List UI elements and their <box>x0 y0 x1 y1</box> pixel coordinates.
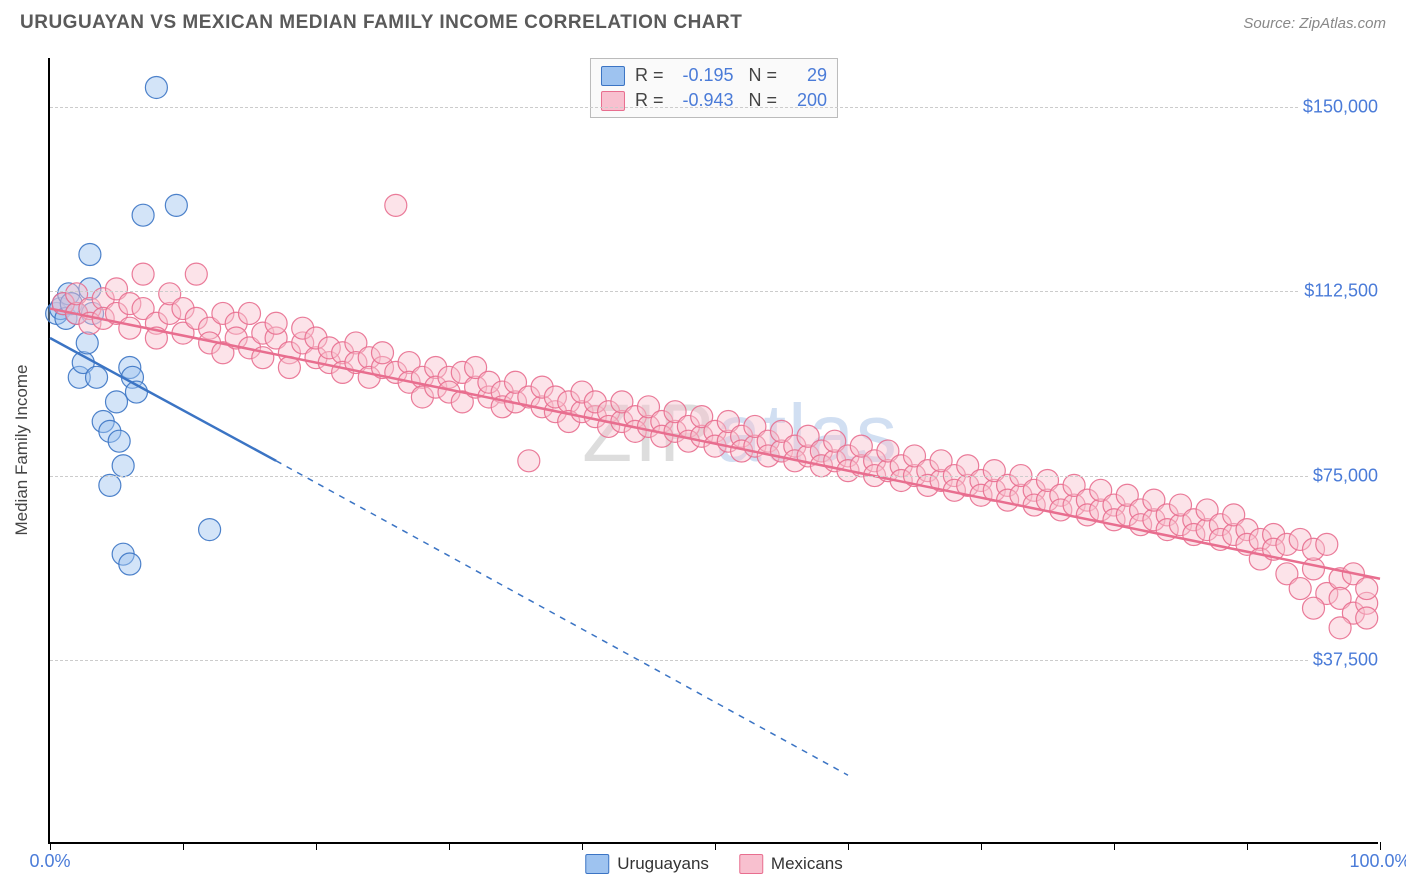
data-point <box>76 332 98 354</box>
x-tick <box>981 842 982 850</box>
legend-item-mexicans: Mexicans <box>739 854 843 874</box>
data-point <box>119 553 141 575</box>
legend-swatch-mexicans-icon <box>739 854 763 874</box>
chart-title: URUGUAYAN VS MEXICAN MEDIAN FAMILY INCOM… <box>20 12 742 34</box>
data-point <box>1303 558 1325 580</box>
y-tick-label: $37,500 <box>1309 649 1382 670</box>
chart-header: URUGUAYAN VS MEXICAN MEDIAN FAMILY INCOM… <box>0 0 1406 42</box>
x-tick <box>582 842 583 850</box>
x-tick <box>715 842 716 850</box>
x-tick-label: 100.0% <box>1349 851 1406 872</box>
gridline <box>50 660 1378 661</box>
data-point <box>86 366 108 388</box>
data-point <box>199 519 221 541</box>
data-point <box>99 474 121 496</box>
data-point <box>185 263 207 285</box>
gridline <box>50 291 1378 292</box>
gridline <box>50 107 1378 108</box>
data-point <box>372 342 394 364</box>
data-point <box>239 302 261 324</box>
legend-swatch-uruguayans-icon <box>585 854 609 874</box>
data-point <box>1356 607 1378 629</box>
data-point <box>108 430 130 452</box>
data-point <box>106 391 128 413</box>
data-point <box>79 244 101 266</box>
x-tick <box>1114 842 1115 850</box>
data-point <box>132 263 154 285</box>
data-point <box>385 194 407 216</box>
y-tick-label: $112,500 <box>1300 281 1382 302</box>
scatter-svg <box>50 58 1378 842</box>
data-point <box>119 317 141 339</box>
gridline <box>50 476 1378 477</box>
data-point <box>165 194 187 216</box>
trendline <box>50 309 1380 579</box>
trendline-extension <box>276 461 848 775</box>
plot-area: Median Family Income ZIPatlas R = -0.195… <box>48 58 1378 844</box>
x-tick <box>316 842 317 850</box>
data-point <box>132 204 154 226</box>
data-point <box>1356 578 1378 600</box>
series-legend: Uruguayans Mexicans <box>585 854 842 874</box>
data-point <box>112 455 134 477</box>
y-axis-label: Median Family Income <box>12 364 32 535</box>
x-tick <box>848 842 849 850</box>
chart-source: Source: ZipAtlas.com <box>1243 15 1386 32</box>
data-point <box>1303 597 1325 619</box>
x-tick <box>183 842 184 850</box>
data-point <box>518 450 540 472</box>
data-point <box>1289 578 1311 600</box>
data-point <box>1329 617 1351 639</box>
y-tick-label: $75,000 <box>1309 465 1382 486</box>
data-point <box>265 312 287 334</box>
x-tick <box>1247 842 1248 850</box>
data-point <box>1316 533 1338 555</box>
y-tick-label: $150,000 <box>1299 97 1382 118</box>
x-tick <box>449 842 450 850</box>
legend-item-uruguayans: Uruguayans <box>585 854 709 874</box>
x-tick <box>1380 842 1381 850</box>
x-tick-label: 0.0% <box>29 851 70 872</box>
x-tick <box>50 842 51 850</box>
data-point <box>145 76 167 98</box>
